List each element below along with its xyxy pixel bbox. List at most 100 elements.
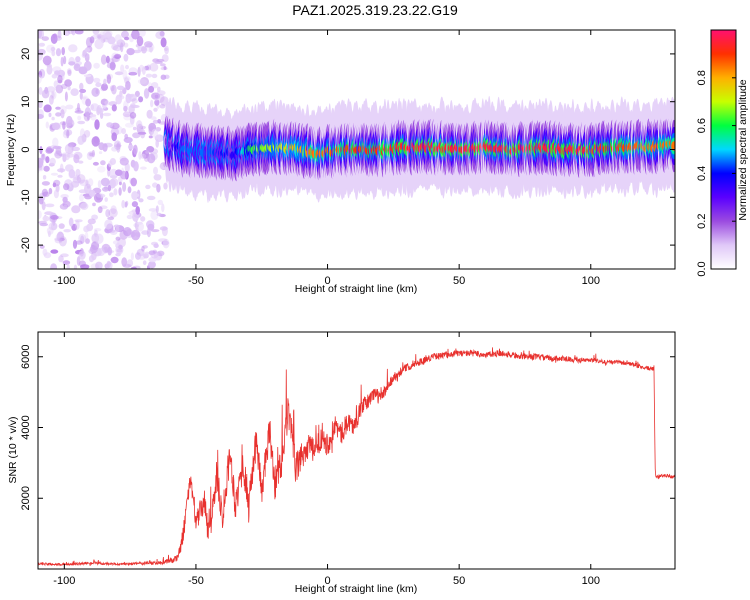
- noise-blob: [48, 112, 52, 118]
- noise-blob: [57, 74, 63, 84]
- noise-blob: [157, 119, 161, 124]
- noise-blob: [67, 69, 72, 76]
- noise-blob: [81, 52, 90, 59]
- noise-blob: [142, 260, 147, 266]
- noise-blob: [53, 179, 61, 187]
- noise-blob: [64, 91, 68, 102]
- noise-blob: [51, 91, 55, 99]
- noise-blob: [114, 53, 122, 60]
- noise-blob: [146, 109, 153, 119]
- noise-blob: [52, 137, 59, 148]
- noise-blob: [83, 74, 92, 78]
- noise-blob: [164, 45, 170, 55]
- noise-blob: [153, 243, 159, 248]
- noise-blob: [65, 104, 74, 110]
- noise-blob: [145, 42, 155, 53]
- noise-blob: [116, 85, 125, 91]
- noise-blob: [120, 64, 125, 73]
- noise-blob: [140, 77, 149, 87]
- noise-blob: [68, 44, 78, 53]
- noise-blob: [150, 99, 154, 108]
- noise-blob: [104, 219, 113, 230]
- noise-blob: [142, 66, 146, 75]
- noise-blob: [145, 73, 153, 78]
- noise-blob: [73, 154, 80, 164]
- noise-blob: [129, 112, 137, 119]
- noise-blob: [71, 205, 81, 214]
- noise-blob: [55, 234, 59, 240]
- noise-blob: [54, 35, 62, 41]
- noise-blob: [60, 253, 69, 258]
- noise-blob: [62, 121, 66, 130]
- spectrogram-ridge: [163, 95, 675, 203]
- noise-blob: [38, 101, 43, 109]
- colorbar-tick-label: 0.4: [696, 166, 708, 181]
- noise-blob: [148, 85, 155, 93]
- noise-blob: [84, 47, 91, 53]
- noise-blob: [61, 152, 67, 163]
- noise-blob: [44, 86, 49, 95]
- noise-blob: [95, 193, 102, 201]
- noise-blob: [62, 196, 68, 203]
- noise-blob: [116, 95, 125, 100]
- colorbar-tick-label: 0.6: [696, 118, 708, 133]
- noise-blob: [49, 157, 56, 166]
- noise-blob: [72, 239, 78, 249]
- noise-blob: [46, 65, 53, 75]
- noise-blob: [48, 222, 58, 231]
- noise-blob: [125, 64, 129, 70]
- noise-blob: [38, 70, 43, 78]
- snr-x-tick-label: -100: [53, 575, 75, 587]
- noise-blob: [160, 63, 166, 67]
- noise-blob: [140, 216, 146, 222]
- noise-blob: [68, 217, 74, 227]
- noise-blob: [78, 250, 86, 260]
- noise-blob: [106, 122, 114, 128]
- noise-blob: [73, 174, 80, 181]
- noise-blob: [120, 170, 128, 180]
- noise-blob: [132, 193, 140, 198]
- noise-blob: [127, 186, 132, 194]
- noise-blob: [139, 64, 144, 72]
- noise-blob: [41, 188, 49, 197]
- noise-blob: [61, 47, 65, 56]
- noise-blob: [50, 249, 59, 254]
- noise-blob: [41, 153, 46, 160]
- noise-blob: [155, 31, 165, 39]
- noise-blob: [102, 186, 109, 192]
- noise-blob: [164, 47, 168, 51]
- noise-blob: [150, 210, 159, 220]
- noise-blob: [107, 184, 112, 192]
- noise-blob: [157, 86, 161, 92]
- colorbar-frame: [710, 29, 737, 270]
- noise-blob: [149, 62, 159, 72]
- noise-blob: [39, 222, 48, 227]
- noise-blob: [42, 191, 50, 198]
- noise-blob: [85, 37, 93, 48]
- noise-blob: [130, 103, 136, 108]
- noise-blob: [79, 92, 83, 100]
- snr-plot-area: [38, 332, 675, 569]
- noise-blob: [116, 142, 121, 153]
- noise-blob: [78, 189, 88, 194]
- noise-blob: [54, 150, 62, 159]
- noise-blob: [74, 30, 84, 35]
- noise-blob: [137, 78, 147, 85]
- noise-blob: [38, 86, 43, 95]
- spectrogram-x-tick-label: -100: [53, 275, 75, 287]
- noise-blob: [156, 250, 165, 257]
- noise-blob: [97, 166, 106, 173]
- noise-blob: [148, 208, 158, 212]
- noise-blob: [136, 221, 143, 225]
- noise-blob: [113, 140, 122, 150]
- colorbar-ticks: 0.0 0.2 0.4 0.6 0.8: [696, 70, 736, 277]
- noise-blob: [50, 215, 59, 220]
- noise-blob: [58, 255, 64, 263]
- noise-blob: [153, 166, 158, 175]
- noise-blob: [127, 144, 134, 150]
- noise-blob: [113, 188, 118, 196]
- noise-blob: [160, 66, 168, 71]
- noise-blob: [163, 182, 168, 190]
- noise-blob: [42, 215, 50, 222]
- noise-blob: [44, 211, 54, 216]
